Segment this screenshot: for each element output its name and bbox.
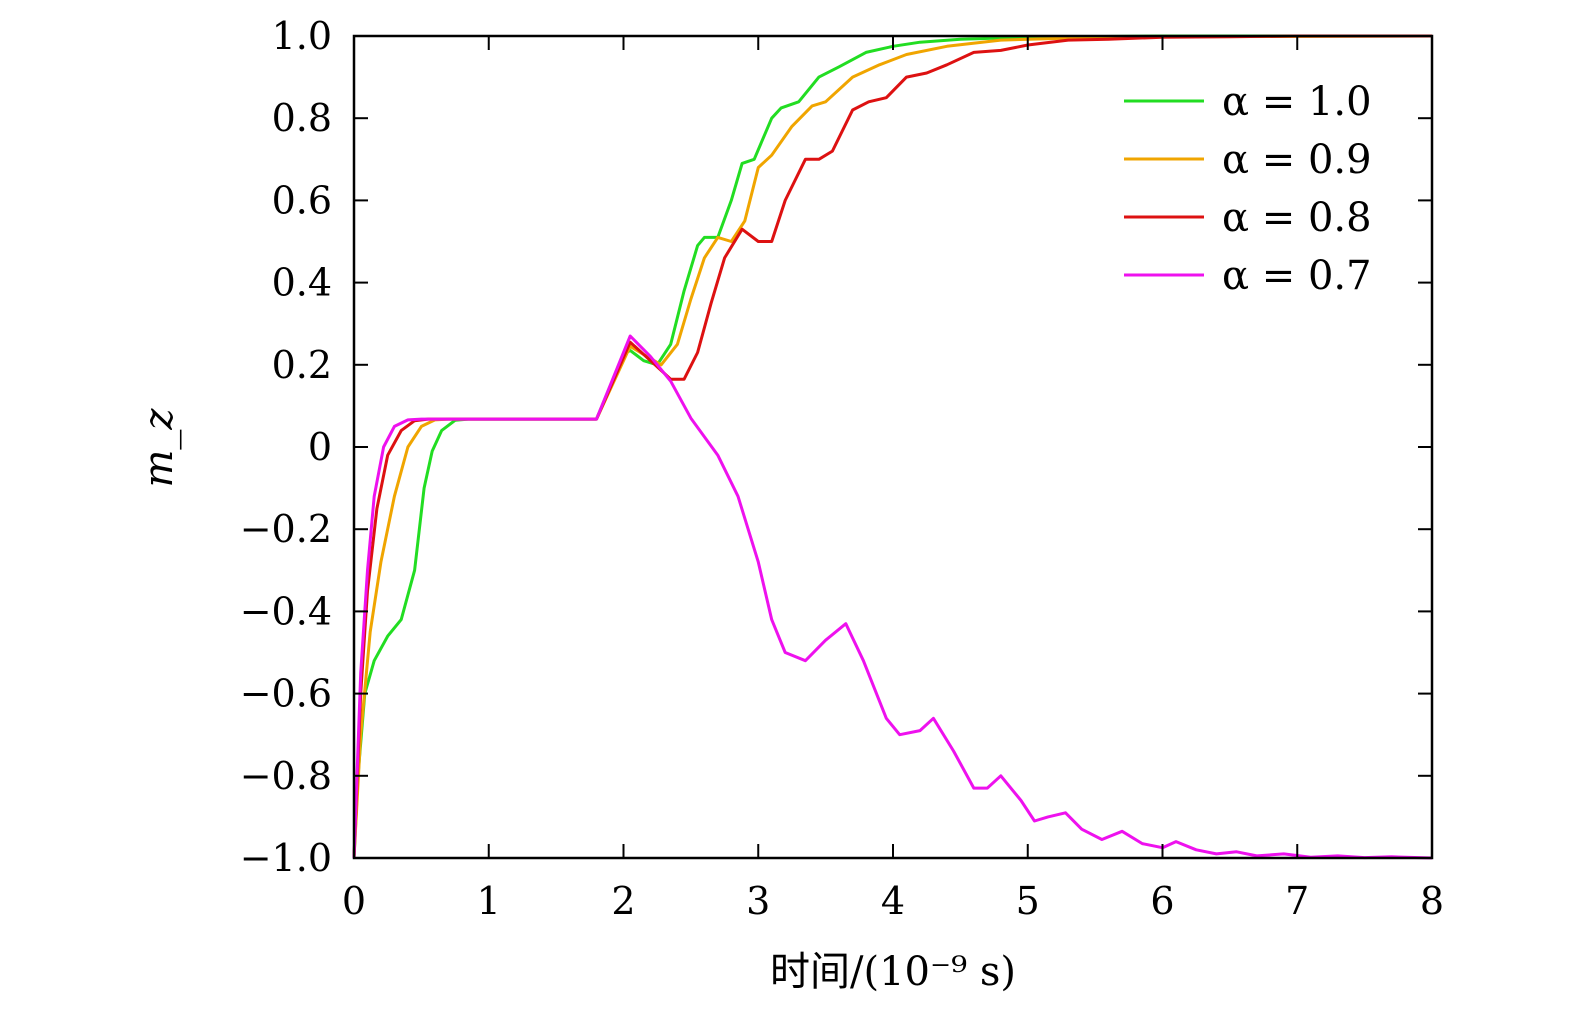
y-tick-label-4: 0.2	[272, 343, 332, 387]
y-tick-label-2: 0.6	[272, 178, 332, 222]
legend: α = 1.0 α = 0.9 α = 0.8 α = 0.7	[1124, 79, 1372, 299]
series-layer	[352, 34, 1433, 860]
series-line-0	[352, 34, 1432, 859]
y-tick-label-9: −0.8	[240, 754, 332, 798]
x-tick-label-6: 6	[1150, 879, 1174, 923]
y-axis-title: m_z	[136, 408, 182, 488]
x-tick-label-2: 2	[611, 879, 635, 923]
series-line-3	[352, 334, 1433, 860]
y-tick-label-0: 1.0	[272, 14, 332, 58]
x-tick-label-7: 7	[1285, 879, 1309, 923]
legend-label-3: α = 0.7	[1222, 253, 1372, 299]
y-tick-label-6: −0.2	[240, 507, 332, 551]
x-axis-title: 时间/(10⁻⁹ s)	[770, 949, 1016, 995]
x-tick-label-8: 8	[1420, 879, 1444, 923]
legend-label-1: α = 0.9	[1222, 137, 1372, 183]
legend-label-0: α = 1.0	[1222, 79, 1372, 125]
x-tick-label-4: 4	[881, 879, 905, 923]
y-tick-label-5: 0	[308, 425, 332, 469]
y-tick-label-10: −1.0	[240, 836, 332, 880]
ticks-layer: 0 1 2 3 4 5 6 7 8 1.0 0.8 0.6 0.4 0.2 0 −0.2 −0.4 −0.6 −0.…	[240, 14, 1444, 923]
x-tick-label-5: 5	[1016, 879, 1040, 923]
y-tick-label-8: −0.6	[240, 672, 332, 716]
y-tick-label-7: −0.4	[240, 589, 332, 633]
x-tick-label-3: 3	[746, 879, 770, 923]
y-tick-label-3: 0.4	[272, 261, 332, 305]
x-tick-label-1: 1	[477, 879, 501, 923]
x-tick-label-0: 0	[342, 879, 366, 923]
series-line-1	[352, 34, 1433, 859]
legend-label-2: α = 0.8	[1222, 195, 1372, 241]
y-tick-label-1: 0.8	[272, 96, 332, 140]
